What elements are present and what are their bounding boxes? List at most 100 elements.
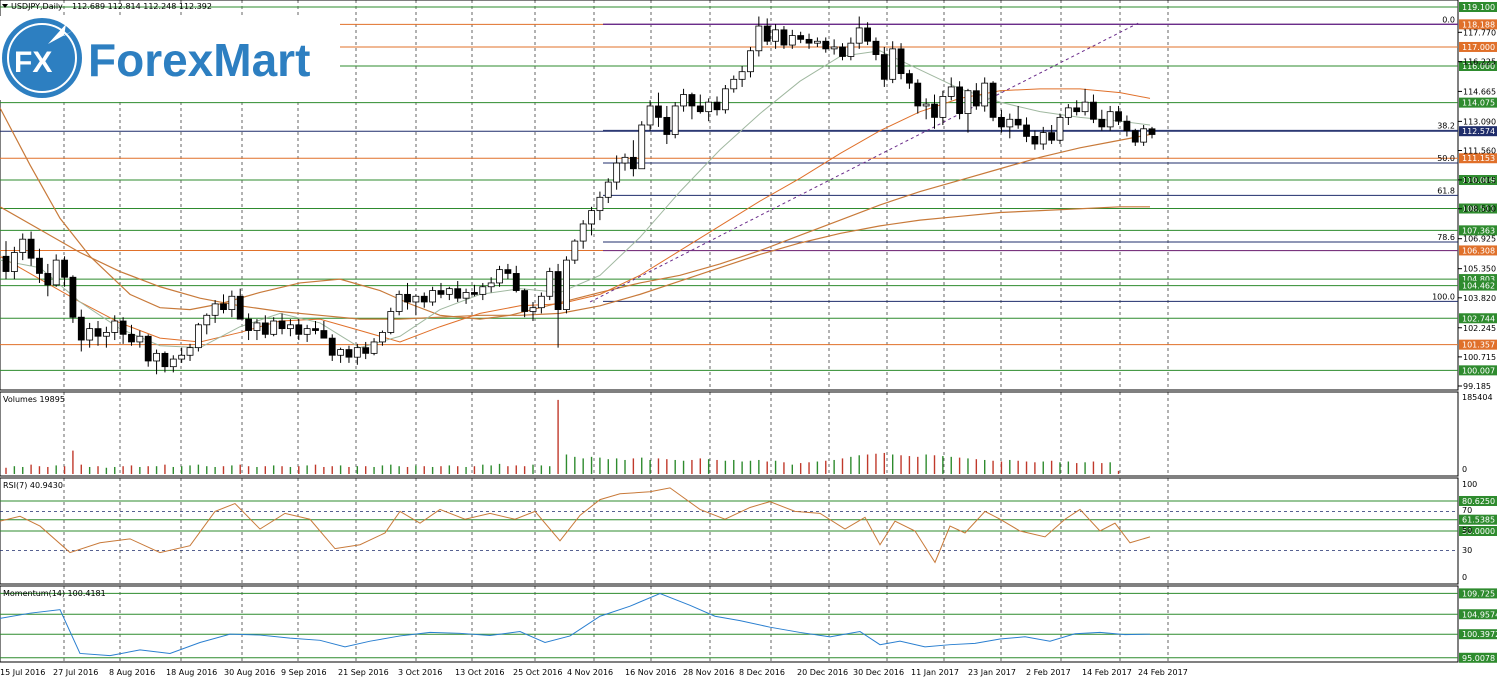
level-tag-13 — [1459, 313, 1497, 324]
candle-body-103 — [864, 27, 871, 42]
time-label-8: 13 Oct 2016 — [455, 668, 504, 677]
level-label-4: 114.075 — [1462, 99, 1495, 108]
candle-body-118 — [989, 82, 997, 118]
candle-body-100 — [839, 46, 846, 57]
forexmart-logo: FX ForexMart — [0, 16, 340, 100]
time-label-9: 25 Oct 2016 — [513, 668, 562, 677]
logo-fx: FX — [14, 46, 52, 79]
candle-body-57 — [479, 286, 487, 295]
price-tick-label-3: 113.090 — [1463, 117, 1496, 126]
candle-body-41 — [345, 349, 353, 358]
candle-body-120 — [1006, 118, 1014, 128]
candle-body-12 — [102, 332, 110, 337]
candle-body-28 — [236, 295, 244, 320]
level-tag-3 — [1459, 60, 1497, 71]
ma-mid-line — [0, 206, 1150, 320]
dropdown-icon[interactable] — [2, 4, 8, 8]
candle-body-43 — [362, 347, 370, 354]
candle-body-128 — [1073, 107, 1081, 113]
price-tick-label-2: 114.665 — [1463, 87, 1496, 96]
candle-body-91 — [763, 25, 771, 42]
rsi-scale-0: 0 — [1462, 573, 1467, 582]
candle-body-74 — [621, 156, 629, 164]
level-label-14: 101.357 — [1462, 341, 1495, 350]
candle-body-133 — [1115, 111, 1122, 122]
candle-body-83 — [696, 105, 704, 113]
candle-body-88 — [738, 71, 746, 80]
level-label-0: 119.100 — [1462, 3, 1495, 12]
candle-body-4 — [36, 257, 43, 274]
candle-body-46 — [387, 311, 395, 333]
candle-body-1 — [10, 252, 18, 272]
candle-body-0 — [2, 255, 10, 272]
candle-body-84 — [705, 101, 713, 113]
candle-body-67 — [563, 259, 570, 310]
volume-bars — [5, 399, 1120, 474]
momentum-level-label-3: 95.0078 — [1462, 654, 1495, 663]
candle-body-60 — [504, 269, 512, 274]
fib-label-2: 50.0 — [1437, 154, 1455, 163]
logo-ring — [7, 23, 77, 93]
level-label-9: 107.363 — [1462, 226, 1495, 235]
candle-body-21 — [178, 354, 186, 360]
candle-body-101 — [847, 42, 855, 57]
candle-body-17 — [144, 335, 152, 362]
candle-body-61 — [512, 273, 520, 291]
candle-body-89 — [747, 50, 754, 73]
level-label-1: 118.188 — [1462, 20, 1495, 29]
candle-body-132 — [1106, 111, 1114, 128]
time-label-18: 2 Feb 2017 — [1026, 668, 1071, 677]
candle-body-31 — [261, 322, 269, 335]
rsi-level-tag-2 — [1459, 526, 1497, 536]
time-label-12: 28 Nov 2016 — [683, 668, 734, 677]
candle-body-32 — [270, 320, 278, 335]
price-tick-label-4: 111.560 — [1463, 146, 1496, 155]
momentum-title: Momentum(14) 100.4181 — [3, 589, 106, 598]
time-label-14: 20 Dec 2016 — [797, 668, 848, 677]
candle-body-92 — [772, 29, 779, 42]
logo-brand: ForexMart — [88, 34, 310, 86]
time-label-6: 21 Sep 2016 — [338, 668, 389, 677]
time-label-13: 8 Dec 2016 — [739, 668, 785, 677]
candle-body-22 — [186, 347, 194, 356]
candle-body-106 — [889, 48, 897, 80]
volume-panel — [0, 391, 1459, 477]
price-tick-label-12: 99.185 — [1463, 382, 1491, 391]
candle-body-48 — [404, 293, 411, 303]
candle-body-36 — [303, 328, 311, 335]
logo-circle — [2, 18, 82, 98]
time-label-16: 11 Jan 2017 — [911, 668, 959, 677]
candle-body-14 — [119, 320, 127, 335]
symbol-label: USDJPY,Daily — [11, 2, 63, 11]
time-label-5: 9 Sep 2016 — [281, 668, 327, 677]
time-label-17: 23 Jan 2017 — [968, 668, 1016, 677]
level-tag-5 — [1459, 126, 1497, 137]
level-tag-10 — [1459, 245, 1497, 256]
rsi-scale: 100 70 50 30 0 — [1462, 480, 1477, 582]
candle-body-53 — [445, 288, 453, 295]
level-label-3: 116.000 — [1462, 62, 1495, 71]
candle-body-25 — [211, 303, 219, 316]
volumes-title: Volumes 19895 — [3, 395, 65, 404]
time-label-20: 24 Feb 2017 — [1138, 668, 1188, 677]
volumes-scale-top: 185404 — [1462, 393, 1493, 402]
candle-body-33 — [278, 320, 286, 330]
logo-arrow-icon — [48, 24, 74, 44]
candle-body-16 — [136, 335, 144, 343]
candle-body-116 — [972, 90, 980, 107]
candle-body-110 — [922, 103, 930, 107]
candle-body-56 — [471, 292, 478, 295]
candle-body-76 — [638, 124, 646, 170]
candle-body-99 — [830, 46, 838, 50]
rsi-scale-70: 70 — [1462, 506, 1472, 515]
candle-body-108 — [906, 73, 913, 84]
candle-body-35 — [295, 324, 303, 335]
candle-body-39 — [328, 337, 336, 356]
candle-body-58 — [487, 282, 495, 288]
candle-body-125 — [1048, 132, 1056, 141]
candle-body-51 — [429, 290, 437, 303]
time-label-15: 30 Dec 2016 — [853, 668, 904, 677]
price-axis: 117.770 116.225 114.665 113.090 111.560 110.0… — [1458, 28, 1496, 391]
momentum-panel — [0, 585, 1459, 663]
